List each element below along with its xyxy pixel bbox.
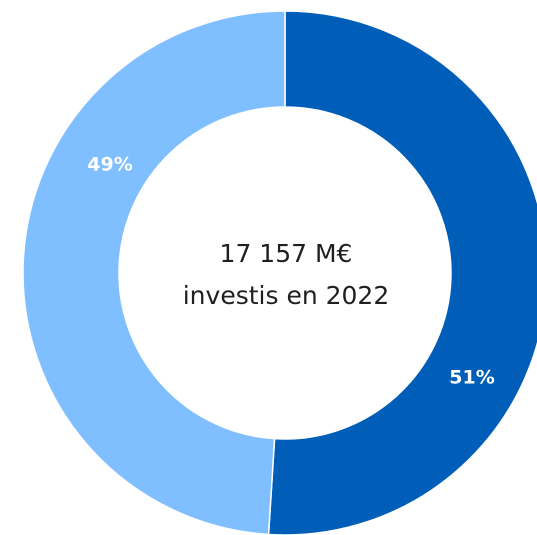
- donut-segment: [267, 10, 537, 535]
- value-label: 51%: [449, 367, 494, 389]
- center-text: 17 157 M€: [220, 239, 353, 268]
- value-label: 49%: [87, 154, 132, 176]
- center-text: investis en 2022: [183, 281, 390, 310]
- segments: [22, 10, 537, 535]
- donut-segment: [22, 10, 286, 535]
